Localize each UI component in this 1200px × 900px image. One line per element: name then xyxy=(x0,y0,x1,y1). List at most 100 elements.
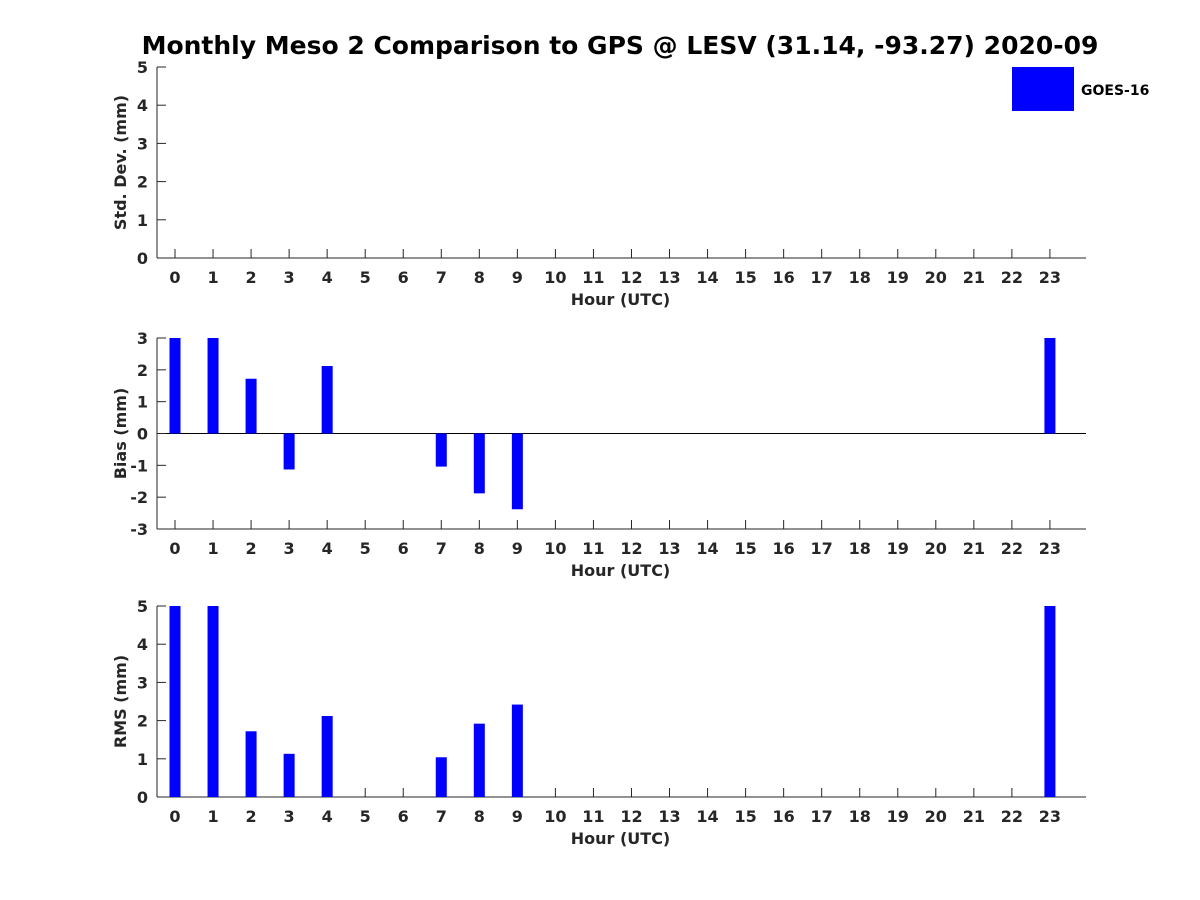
y-tick-label: 2 xyxy=(137,712,148,731)
x-tick-label: 0 xyxy=(169,268,180,287)
x-tick-label: 3 xyxy=(284,268,295,287)
y-tick-label: -1 xyxy=(130,456,148,475)
x-tick-label: 18 xyxy=(849,807,871,826)
x-tick-label: 17 xyxy=(811,807,833,826)
x-tick-label: 10 xyxy=(544,539,566,558)
x-tick-label: 8 xyxy=(474,807,485,826)
x-tick-label: 6 xyxy=(398,539,409,558)
x-tick-label: 5 xyxy=(360,539,371,558)
bar-hour-4 xyxy=(321,716,333,797)
bar-hour-3 xyxy=(283,753,295,797)
legend-swatch xyxy=(1012,67,1074,111)
y-tick-label: 1 xyxy=(137,211,148,230)
y-tick-label: 3 xyxy=(137,329,148,348)
x-tick-label: 20 xyxy=(925,807,947,826)
x-tick-label: 22 xyxy=(1001,268,1023,287)
x-tick-label: 21 xyxy=(963,268,985,287)
x-tick-label: 14 xyxy=(696,807,718,826)
x-tick-label: 16 xyxy=(773,268,795,287)
bar-hour-9 xyxy=(511,433,523,510)
x-tick-label: 9 xyxy=(512,539,523,558)
y-axis-label: RMS (mm) xyxy=(111,655,130,748)
x-axis-label: Hour (UTC) xyxy=(571,829,671,848)
x-tick-label: 16 xyxy=(773,539,795,558)
x-tick-label: 12 xyxy=(620,807,642,826)
x-tick-label: 11 xyxy=(582,807,604,826)
x-tick-label: 22 xyxy=(1001,807,1023,826)
x-tick-label: 6 xyxy=(398,268,409,287)
x-tick-label: 6 xyxy=(398,807,409,826)
bar-hour-23 xyxy=(1044,338,1056,434)
x-tick-label: 7 xyxy=(436,539,447,558)
x-tick-label: 19 xyxy=(887,807,909,826)
x-tick-label: 23 xyxy=(1039,268,1061,287)
x-tick-label: 15 xyxy=(734,807,756,826)
x-tick-label: 12 xyxy=(620,539,642,558)
x-tick-label: 3 xyxy=(284,807,295,826)
x-tick-label: 15 xyxy=(734,539,756,558)
x-tick-label: 7 xyxy=(436,807,447,826)
x-tick-label: 15 xyxy=(734,268,756,287)
bar-hour-9 xyxy=(511,704,523,797)
bar-hour-1 xyxy=(207,606,219,797)
x-tick-label: 0 xyxy=(169,539,180,558)
x-tick-label: 10 xyxy=(544,268,566,287)
x-tick-label: 4 xyxy=(322,539,333,558)
y-tick-label: 4 xyxy=(137,635,148,654)
y-tick-label: 1 xyxy=(137,750,148,769)
x-tick-label: 1 xyxy=(207,807,218,826)
x-tick-label: 21 xyxy=(963,539,985,558)
x-tick-label: 20 xyxy=(925,539,947,558)
bar-hour-7 xyxy=(435,433,447,467)
x-axis-label: Hour (UTC) xyxy=(571,561,671,580)
x-tick-label: 5 xyxy=(360,807,371,826)
y-tick-label: -2 xyxy=(130,488,148,507)
x-tick-label: 2 xyxy=(246,268,257,287)
y-tick-label: 3 xyxy=(137,673,148,692)
x-tick-label: 23 xyxy=(1039,539,1061,558)
y-tick-label: 0 xyxy=(137,425,148,444)
x-tick-label: 3 xyxy=(284,539,295,558)
x-tick-label: 10 xyxy=(544,807,566,826)
y-tick-label: 2 xyxy=(137,173,148,192)
y-axis-label: Std. Dev. (mm) xyxy=(111,95,130,230)
y-tick-label: 1 xyxy=(137,393,148,412)
x-tick-label: 11 xyxy=(582,268,604,287)
bar-hour-4 xyxy=(321,366,333,434)
bar-hour-23 xyxy=(1044,606,1056,797)
x-tick-label: 16 xyxy=(773,807,795,826)
bar-hour-2 xyxy=(245,731,257,797)
chart-title: Monthly Meso 2 Comparison to GPS @ LESV … xyxy=(142,31,1099,60)
y-axis-label: Bias (mm) xyxy=(111,388,130,480)
bar-hour-3 xyxy=(283,433,295,470)
x-tick-label: 22 xyxy=(1001,539,1023,558)
x-tick-label: 14 xyxy=(696,539,718,558)
bar-hour-8 xyxy=(473,433,485,494)
bar-hour-2 xyxy=(245,378,257,434)
x-tick-label: 18 xyxy=(849,539,871,558)
x-tick-label: 19 xyxy=(887,539,909,558)
x-tick-label: 1 xyxy=(207,539,218,558)
y-tick-label: 3 xyxy=(137,134,148,153)
y-tick-label: 5 xyxy=(137,58,148,77)
x-tick-label: 13 xyxy=(658,268,680,287)
x-tick-label: 19 xyxy=(887,268,909,287)
x-tick-label: 5 xyxy=(360,268,371,287)
y-tick-label: -3 xyxy=(130,520,148,539)
x-tick-label: 4 xyxy=(322,268,333,287)
x-tick-label: 17 xyxy=(811,539,833,558)
x-tick-label: 11 xyxy=(582,539,604,558)
y-tick-label: 0 xyxy=(137,788,148,807)
x-tick-label: 20 xyxy=(925,268,947,287)
bar-hour-7 xyxy=(435,757,447,797)
x-tick-label: 4 xyxy=(322,807,333,826)
x-tick-label: 17 xyxy=(811,268,833,287)
x-tick-label: 23 xyxy=(1039,807,1061,826)
y-tick-label: 2 xyxy=(137,361,148,380)
x-tick-label: 21 xyxy=(963,807,985,826)
legend-label: GOES-16 xyxy=(1081,83,1149,99)
